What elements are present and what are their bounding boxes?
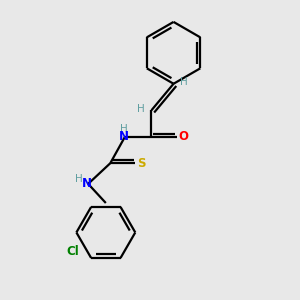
Text: Cl: Cl [67,245,80,258]
Text: O: O [178,130,188,143]
Text: N: N [118,130,128,143]
Text: H: H [76,174,83,184]
Text: H: H [137,104,145,114]
Text: H: H [120,124,128,134]
Text: S: S [137,157,146,170]
Text: H: H [180,77,188,87]
Text: N: N [82,177,92,190]
